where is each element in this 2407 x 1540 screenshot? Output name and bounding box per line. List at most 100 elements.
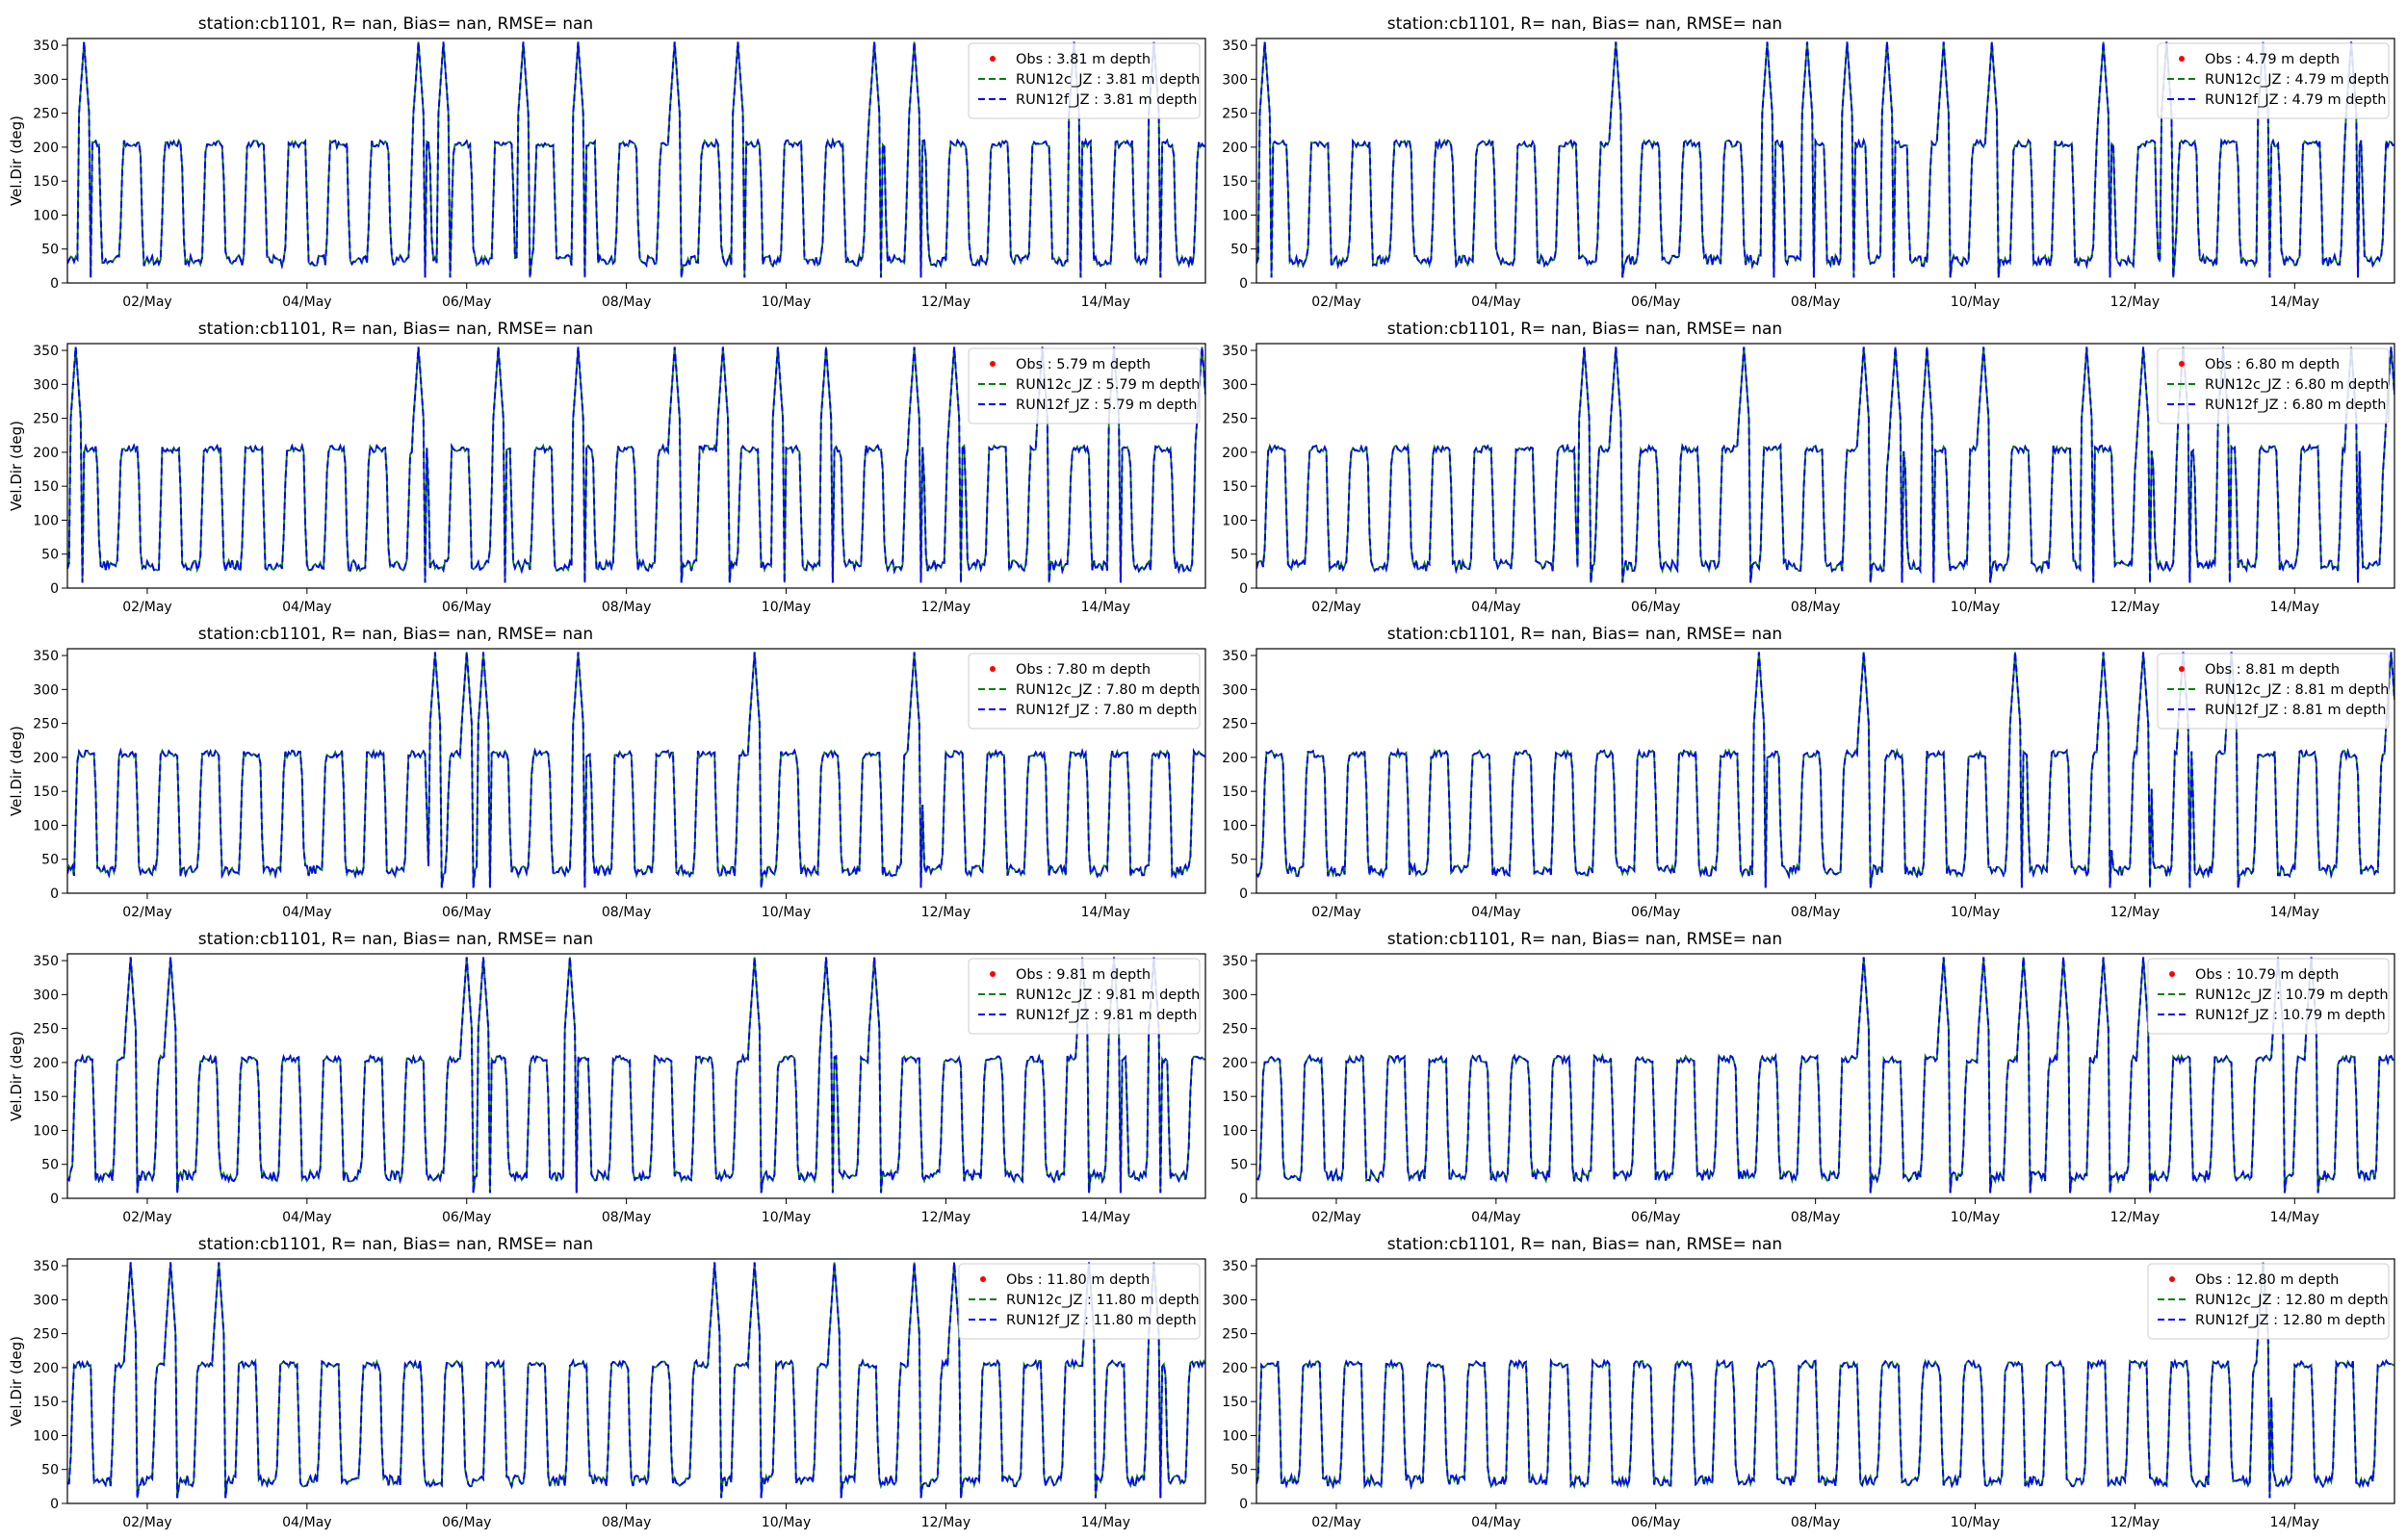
legend-label: Obs : 12.80 m depth — [2195, 1272, 2339, 1288]
panel-title: station:cb1101, R= nan, Bias= nan, RMSE=… — [1387, 930, 1782, 949]
x-tick-label: 08/May — [602, 905, 651, 920]
y-tick-label: 250 — [1222, 717, 1248, 732]
panel-title: station:cb1101, R= nan, Bias= nan, RMSE=… — [1387, 625, 1782, 644]
y-tick-label: 50 — [41, 548, 59, 563]
plot-frame — [66, 343, 1206, 589]
y-tick-label: 100 — [1222, 1428, 1248, 1444]
chart-panel-5: station:cb1101, R= nan, Bias= nan, RMSE=… — [8, 625, 1206, 920]
y-tick-label: 300 — [33, 377, 59, 393]
x-tick-label: 04/May — [282, 600, 331, 615]
y-tick-label: 0 — [50, 1192, 59, 1207]
legend-label: Obs : 9.81 m depth — [1016, 967, 1151, 983]
legend-marker-obs — [990, 971, 996, 977]
legend-box — [2157, 347, 2390, 424]
y-tick-label: 300 — [1222, 377, 1248, 393]
legend-label: RUN12f_JZ : 7.80 m depth — [1016, 703, 1198, 718]
x-tick-label: 08/May — [602, 1515, 651, 1530]
legend-marker-obs — [990, 361, 996, 367]
legend-label: Obs : 5.79 m depth — [1016, 357, 1151, 372]
legend-label: RUN12f_JZ : 11.80 m depth — [1006, 1313, 1197, 1328]
chart-panel-3: station:cb1101, R= nan, Bias= nan, RMSE=… — [8, 320, 1206, 615]
x-tick-label: 06/May — [1631, 1210, 1680, 1225]
y-tick-label: 0 — [50, 886, 59, 902]
x-tick-label: 14/May — [1081, 905, 1130, 920]
x-tick-label: 06/May — [1631, 295, 1680, 310]
x-tick-label: 08/May — [1791, 600, 1840, 615]
x-tick-label: 12/May — [2110, 1515, 2160, 1530]
plot-frame — [66, 1258, 1206, 1504]
series-line-run12f — [67, 1262, 1205, 1499]
y-tick-label: 300 — [1222, 1293, 1248, 1308]
y-tick-label: 0 — [50, 581, 59, 597]
legend-label: RUN12c_JZ : 5.79 m depth — [1016, 377, 1200, 393]
legend-box — [2147, 1263, 2390, 1340]
x-tick-label: 04/May — [1471, 905, 1520, 920]
y-tick-label: 300 — [33, 1293, 59, 1308]
y-tick-label: 350 — [33, 649, 59, 664]
plot-frame — [1255, 1258, 2395, 1504]
y-axis-label: Vel.Dir (deg) — [8, 1031, 25, 1121]
y-tick-label: 350 — [1222, 954, 1248, 969]
legend-label: RUN12f_JZ : 9.81 m depth — [1016, 1008, 1198, 1023]
x-tick-label: 06/May — [1631, 905, 1680, 920]
plot-frame — [1255, 648, 2395, 894]
y-tick-label: 250 — [33, 412, 59, 427]
y-tick-label: 150 — [1222, 1090, 1248, 1105]
series-line-run12f — [1256, 652, 2394, 888]
legend-label: RUN12f_JZ : 4.79 m depth — [2205, 92, 2387, 108]
plot-frame — [1255, 343, 2395, 589]
series-line-run12f — [1256, 957, 2394, 1194]
y-tick-label: 350 — [33, 38, 59, 54]
y-tick-label: 100 — [1222, 818, 1248, 834]
x-tick-label: 04/May — [282, 1210, 331, 1225]
x-tick-label: 10/May — [762, 1515, 811, 1530]
x-tick-label: 10/May — [762, 1210, 811, 1225]
y-tick-label: 350 — [1222, 344, 1248, 359]
legend-label: RUN12c_JZ : 6.80 m depth — [2205, 377, 2389, 393]
x-tick-label: 08/May — [602, 600, 651, 615]
chart-panel-10: station:cb1101, R= nan, Bias= nan, RMSE=… — [1222, 1235, 2395, 1530]
x-tick-label: 08/May — [1791, 1210, 1840, 1225]
y-tick-label: 0 — [50, 276, 59, 292]
y-tick-label: 100 — [1222, 1123, 1248, 1139]
y-tick-label: 300 — [33, 72, 59, 88]
y-tick-label: 50 — [1230, 1158, 1248, 1173]
legend-box — [958, 1263, 1201, 1340]
legend-marker-obs — [2179, 666, 2185, 672]
x-tick-label: 14/May — [1081, 1515, 1130, 1530]
x-tick-label: 08/May — [602, 295, 651, 310]
x-tick-label: 14/May — [2270, 295, 2319, 310]
legend-marker-obs — [980, 1276, 986, 1282]
x-tick-label: 14/May — [1081, 600, 1130, 615]
x-tick-label: 12/May — [921, 1515, 971, 1530]
legend-label: RUN12f_JZ : 6.80 m depth — [2205, 398, 2387, 413]
x-tick-label: 14/May — [2270, 1515, 2319, 1530]
y-tick-label: 250 — [33, 1022, 59, 1038]
legend: Obs : 4.79 m depth RUN12c_JZ : 4.79 m dep… — [2157, 42, 2390, 119]
chart-panel-6: station:cb1101, R= nan, Bias= nan, RMSE=… — [1222, 625, 2395, 920]
legend-label: Obs : 8.81 m depth — [2205, 662, 2340, 678]
y-tick-label: 200 — [33, 1056, 59, 1071]
x-tick-label: 06/May — [1631, 600, 1680, 615]
legend-label: Obs : 4.79 m depth — [2205, 52, 2340, 67]
legend-marker-obs — [990, 666, 996, 672]
x-tick-label: 10/May — [762, 905, 811, 920]
legend-label: RUN12c_JZ : 3.81 m depth — [1016, 72, 1200, 88]
y-axis-label: Vel.Dir (deg) — [8, 1336, 25, 1426]
y-tick-label: 200 — [33, 141, 59, 156]
legend-label: RUN12c_JZ : 10.79 m depth — [2195, 988, 2389, 1003]
y-tick-label: 350 — [1222, 1259, 1248, 1274]
x-tick-label: 04/May — [282, 1515, 331, 1530]
x-tick-label: 04/May — [282, 905, 331, 920]
plot-frame — [1255, 38, 2395, 284]
y-tick-label: 50 — [41, 1158, 59, 1173]
series-line-run12f — [67, 652, 1205, 888]
y-tick-label: 50 — [1230, 243, 1248, 258]
x-tick-label: 12/May — [2110, 600, 2160, 615]
legend: Obs : 6.80 m depth RUN12c_JZ : 6.80 m dep… — [2157, 347, 2390, 424]
panel-title: station:cb1101, R= nan, Bias= nan, RMSE=… — [198, 320, 593, 339]
panel-title: station:cb1101, R= nan, Bias= nan, RMSE=… — [198, 14, 593, 34]
y-tick-label: 150 — [1222, 1395, 1248, 1410]
y-tick-label: 150 — [33, 479, 59, 495]
